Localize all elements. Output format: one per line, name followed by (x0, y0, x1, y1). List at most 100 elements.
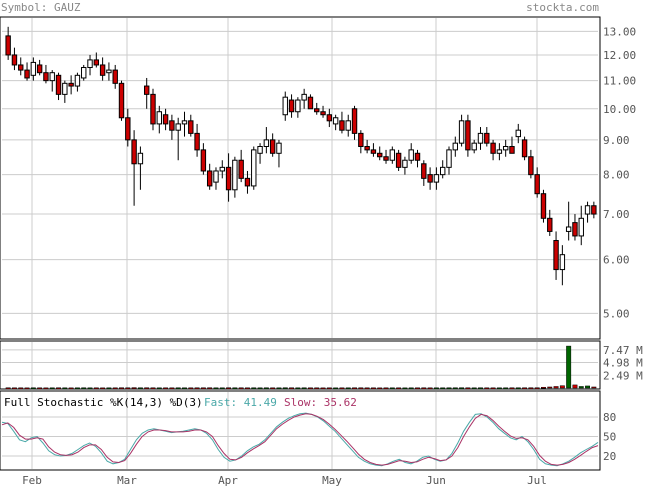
volume-bar (182, 387, 187, 390)
candle-body (301, 93, 307, 101)
candle-body (106, 69, 112, 74)
candle-body (326, 114, 333, 122)
volume-bar (169, 387, 175, 390)
candle (521, 136, 528, 161)
candle-body (36, 64, 43, 74)
candle (377, 146, 383, 161)
volume-bar (314, 387, 320, 390)
candle (30, 57, 37, 81)
candle (339, 111, 345, 134)
volume-bar (62, 387, 68, 390)
candle-body (540, 193, 547, 219)
candle (162, 108, 169, 131)
candle-body (559, 254, 566, 271)
candle (213, 167, 219, 190)
candle (251, 146, 257, 190)
candle-body (502, 146, 509, 151)
price-tick-label: 5.00 (603, 307, 630, 320)
candle (364, 139, 370, 154)
candle (150, 88, 156, 131)
candle-body (572, 222, 578, 237)
candle (68, 75, 74, 95)
candle (263, 127, 270, 154)
candle-body (62, 82, 68, 95)
candle (572, 214, 578, 241)
candle-body (238, 159, 244, 179)
volume-bar (515, 387, 521, 389)
volume-bar (465, 387, 471, 389)
volume-tick-label: 2.49 M (603, 369, 643, 382)
candle-body (232, 159, 238, 191)
volume-bar (270, 387, 276, 390)
month-label: Apr (218, 474, 238, 486)
price-tick-label: 11.00 (603, 75, 636, 88)
volume-bar (100, 387, 106, 390)
stochastic-slow-label: Slow: 35.62 (284, 396, 357, 409)
volume-bar (433, 387, 439, 390)
volume-bar (200, 387, 206, 389)
candle-body (55, 74, 62, 95)
candle (414, 149, 421, 168)
volume-tick-label: 4.98 M (603, 357, 643, 370)
stochastic-grid (2, 392, 598, 469)
stochastic-tick-label: 80 (603, 411, 616, 424)
volume-bar (578, 386, 584, 389)
stochastic-axis: 80 50 20 (603, 411, 616, 463)
candle (427, 167, 433, 190)
candle (351, 105, 358, 140)
candle (578, 205, 584, 246)
volume-bar (119, 387, 124, 389)
candle-body (578, 217, 584, 237)
candle (502, 139, 509, 157)
candle (314, 102, 320, 115)
candle-body (528, 156, 534, 176)
candle-body (565, 226, 572, 232)
volume-bar (131, 387, 137, 389)
volume-bar (81, 387, 87, 389)
candle-body (452, 142, 459, 151)
volume-bar (345, 387, 351, 390)
candle (206, 163, 213, 190)
volume-bar (68, 387, 74, 390)
volume-bar (566, 345, 572, 389)
volume-bar (402, 387, 408, 390)
volume-bar (137, 387, 143, 389)
volume-bar (207, 387, 213, 389)
candle-body (358, 132, 364, 148)
candle (496, 143, 503, 161)
candle (458, 114, 465, 147)
candle-body (408, 149, 414, 161)
candle (332, 114, 339, 131)
volume-bar (509, 387, 515, 389)
volume-bar (93, 387, 99, 390)
candle-body (484, 132, 490, 144)
candle (484, 127, 490, 147)
brand-link[interactable]: stockta.com (526, 1, 599, 14)
candle-body (383, 156, 389, 161)
candle (540, 189, 547, 223)
candle (301, 88, 307, 109)
candle (389, 146, 396, 164)
candle-body (112, 69, 118, 84)
volume-bar (503, 387, 509, 390)
candle (200, 143, 207, 175)
volume-bar (484, 387, 490, 390)
volume-bar (383, 387, 389, 390)
symbol-label: Symbol: GAUZ (1, 1, 81, 14)
volume-bar (547, 386, 553, 389)
candle (24, 62, 30, 81)
candle (465, 114, 471, 157)
candle-body (18, 64, 24, 71)
volume-bar (541, 386, 546, 389)
volume-bar (471, 387, 477, 390)
candle (18, 57, 24, 76)
candle (547, 209, 553, 236)
volume-bar (572, 384, 578, 389)
volume-bar (24, 387, 30, 390)
candle (137, 146, 144, 190)
volume-bar (156, 387, 162, 390)
candle-body (276, 142, 282, 154)
candle-body (30, 61, 37, 76)
candle-body (521, 139, 528, 158)
volume-bar (43, 387, 49, 390)
